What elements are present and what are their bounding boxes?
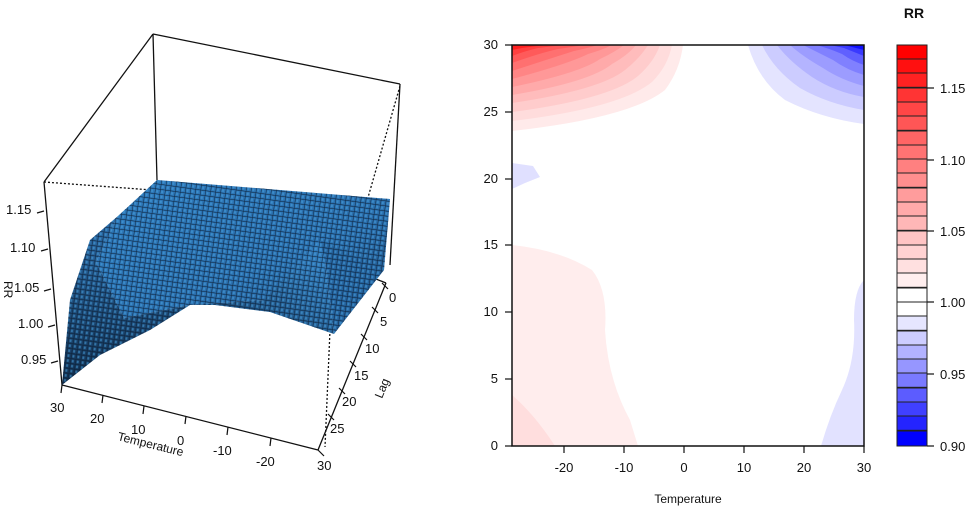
legend-tick-label: 0.95 (940, 367, 965, 382)
contour-panel: 0 5 10 15 20 25 30 -20 -10 0 10 20 30 Te… (440, 0, 975, 513)
y-tick-label: 30 (484, 37, 498, 52)
surface-3d-plot: 1.15 1.10 1.05 1.00 0.95 RR 30 20 10 0 -… (1, 33, 401, 473)
legend-title: RR (904, 5, 924, 21)
z-axis-title: RR (1, 281, 15, 299)
y-tick-label: 25 (484, 104, 498, 119)
lag-tick-label: 0 (389, 290, 396, 305)
temperature-tick-label: -20 (256, 454, 275, 469)
x-axis-labels: -20 -10 0 10 20 30 (555, 460, 872, 475)
lag-axis-title: Lag (372, 376, 392, 400)
legend-ticks (927, 87, 934, 447)
x-tick-label: 20 (797, 460, 811, 475)
temperature-axis-ticks (60, 384, 272, 447)
temperature-tick-label: 20 (90, 411, 104, 426)
z-tick-label: 0.95 (21, 352, 46, 367)
box-edges (43, 33, 401, 451)
temperature-tick-label: 0 (177, 433, 184, 448)
y-tick-label: 20 (484, 171, 498, 186)
temperature-axis-title: Temperature (116, 429, 185, 459)
z-tick-label: 1.15 (6, 202, 31, 217)
z-tick-label: 1.10 (10, 240, 35, 255)
rr-surface (62, 180, 390, 385)
lag-tick-label: 15 (354, 368, 368, 383)
lag-tick-label: 5 (380, 314, 387, 329)
contour-plot: 0 5 10 15 20 25 30 -20 -10 0 10 20 30 Te… (484, 5, 966, 506)
legend-tick-label: 1.15 (940, 81, 965, 96)
y-tick-label: 15 (484, 237, 498, 252)
x-tick-label: -20 (555, 460, 574, 475)
box-hidden-edges (43, 85, 401, 448)
x-axis-title: Temperature (654, 492, 722, 506)
x-tick-label: 10 (737, 460, 751, 475)
temperature-tick-label: -10 (213, 443, 232, 458)
legend-tick-label: 0.90 (940, 439, 965, 454)
y-tick-label: 0 (491, 438, 498, 453)
y-axis-ticks (505, 44, 512, 447)
surface-3d-panel: 1.15 1.10 1.05 1.00 0.95 RR 30 20 10 0 -… (0, 0, 440, 513)
z-axis (36, 210, 59, 364)
lag-tick-label: 20 (342, 394, 356, 409)
legend-tick-label: 1.10 (940, 153, 965, 168)
x-tick-label: 0 (680, 460, 687, 475)
temperature-tick-label: 10 (131, 422, 145, 437)
y-axis-labels: 0 5 10 15 20 25 30 (484, 37, 498, 453)
lag-tick-label: 25 (330, 421, 344, 436)
y-tick-label: 5 (491, 371, 498, 386)
lag-axis-ticks (317, 282, 389, 457)
legend-tick-label: 1.05 (940, 224, 965, 239)
lag-tick-label: 30 (317, 458, 331, 473)
contour-fills (512, 45, 864, 446)
color-legend (896, 44, 928, 447)
temperature-tick-label: 30 (50, 400, 64, 415)
x-tick-label: -10 (615, 460, 634, 475)
y-tick-label: 10 (484, 304, 498, 319)
z-tick-label: 1.05 (14, 280, 39, 295)
x-axis-ticks (563, 446, 865, 453)
z-tick-label: 1.00 (18, 316, 43, 331)
lag-tick-label: 10 (365, 341, 379, 356)
legend-tick-label: 1.00 (940, 295, 965, 310)
x-tick-label: 30 (857, 460, 871, 475)
legend-labels: 1.15 1.10 1.05 1.00 0.95 0.90 (940, 81, 965, 454)
